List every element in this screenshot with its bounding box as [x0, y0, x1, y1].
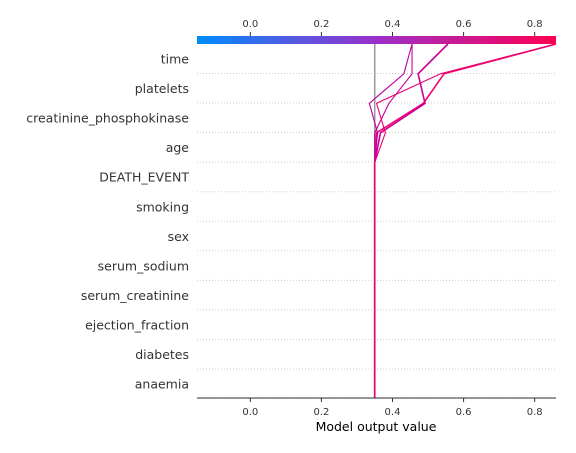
bottom-tick-label: 0.6: [456, 407, 472, 418]
feature-label: smoking: [136, 199, 189, 214]
top-tick-label: 0.0: [242, 19, 258, 30]
bottom-tick-label: 0.2: [313, 407, 329, 418]
feature-label: ejection_fraction: [85, 317, 189, 332]
decision-line: [375, 44, 448, 398]
feature-label: serum_creatinine: [81, 288, 189, 303]
top-tick-label: 0.8: [527, 19, 543, 30]
top-tick-label: 0.2: [313, 19, 329, 30]
top-tick-label: 0.6: [456, 19, 472, 30]
bottom-tick-label: 0.4: [385, 407, 401, 418]
feature-label: creatinine_phosphokinase: [26, 111, 189, 126]
top-tick-label: 0.4: [385, 19, 401, 30]
feature-labels: time platelets creatinine_phosphokinaseage…: [26, 52, 189, 392]
feature-label: time: [161, 52, 190, 67]
feature-label: sex: [168, 229, 189, 244]
feature-label: DEATH_EVENT: [99, 170, 189, 185]
feature-label: platelets: [135, 81, 189, 96]
x-axis-title: Model output value: [316, 419, 437, 434]
bottom-axis-ticks: 0.0 0.2 0.4 0.6 0.8: [242, 398, 542, 418]
bottom-tick-label: 0.8: [527, 407, 543, 418]
row-gridlines: [197, 74, 556, 399]
bottom-tick-label: 0.0: [242, 407, 258, 418]
decision-lines: [369, 44, 556, 398]
feature-label: diabetes: [135, 347, 189, 362]
feature-label: age: [166, 140, 190, 155]
feature-label: serum_sodium: [98, 258, 189, 273]
top-axis-ticks: 0.0 0.2 0.4 0.6 0.8: [242, 19, 542, 36]
colorbar: [197, 36, 556, 44]
feature-label: anaemia: [135, 377, 189, 392]
